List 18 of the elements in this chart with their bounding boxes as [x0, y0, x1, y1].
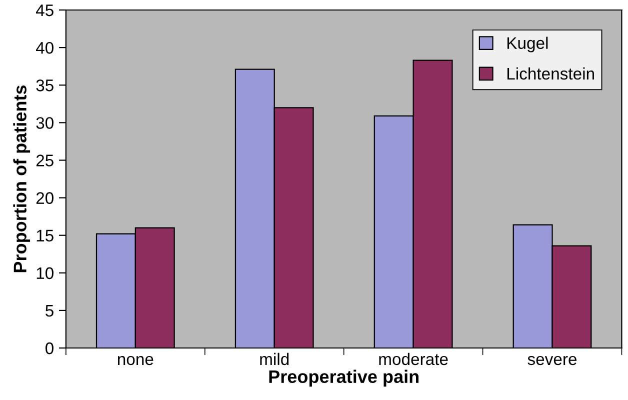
y-tick-label: 40 [36, 42, 54, 54]
x-tick-label: mild [260, 352, 289, 366]
y-tick-label: 0 [46, 342, 54, 354]
y-tick-label: 20 [36, 192, 54, 204]
y-tick-label: 5 [46, 305, 54, 317]
y-tick-label: 10 [36, 267, 54, 280]
x-tick-label: none [118, 356, 154, 366]
legend-label: Lichtenstein [507, 67, 594, 80]
y-tick-label: 30 [36, 117, 54, 129]
y-tick-label: 15 [36, 230, 54, 242]
y-axis-title: Proportion of patients [13, 85, 30, 272]
x-tick-label: moderate [379, 352, 448, 366]
legend-label: Kugel [507, 36, 548, 52]
y-tick-label: 45 [36, 4, 54, 16]
x-tick-label: severe [528, 356, 577, 366]
y-tick-label: 35 [36, 80, 54, 92]
y-tick-label: 25 [36, 154, 54, 166]
x-axis-title: Preoperative pain [269, 370, 418, 387]
